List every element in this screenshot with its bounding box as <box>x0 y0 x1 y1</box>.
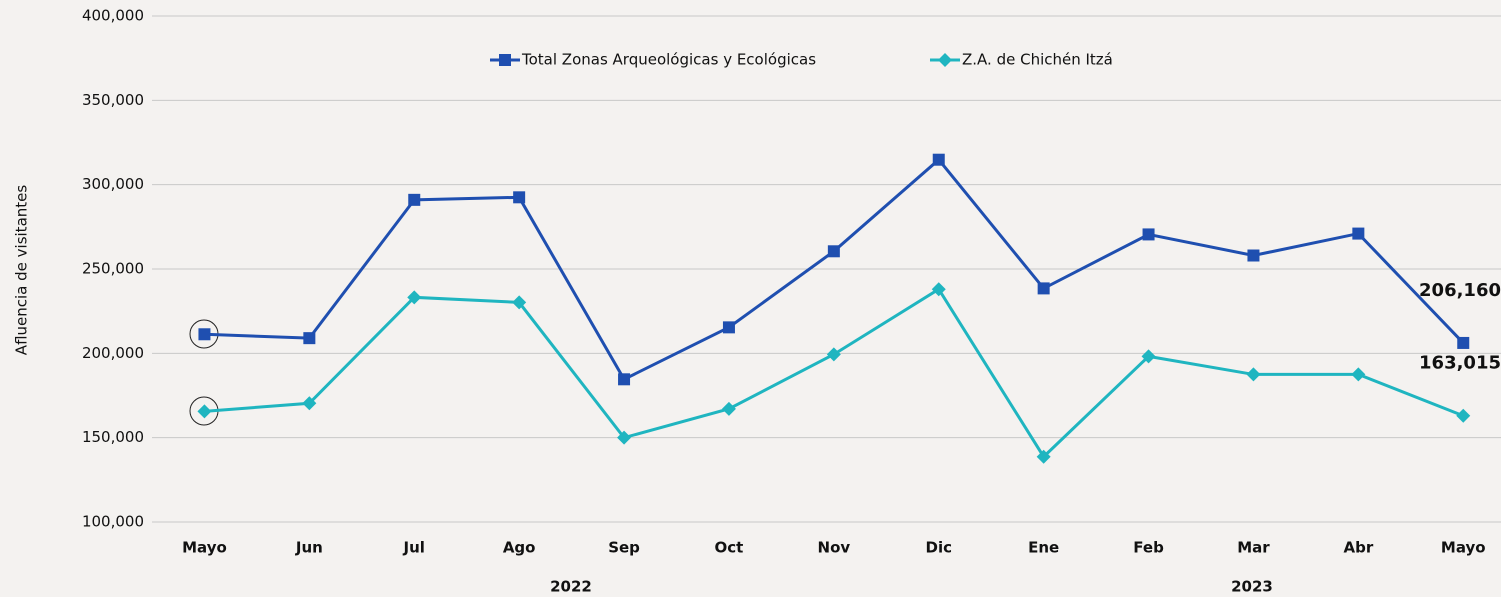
marker <box>1141 349 1156 364</box>
x-tick-label: Feb <box>1133 539 1164 557</box>
y-tick-label: 400,000 <box>82 7 144 25</box>
x-tick-label: Abr <box>1343 539 1373 557</box>
marker <box>407 290 422 305</box>
x-tick-label: Mayo <box>1441 539 1486 557</box>
y-tick-label: 100,000 <box>82 513 144 531</box>
marker <box>512 295 527 310</box>
marker <box>1142 228 1155 241</box>
x-tick-label: Ago <box>503 539 536 557</box>
series-line <box>204 157 1465 382</box>
marker <box>1037 282 1050 295</box>
data-label: 206,160 <box>1419 280 1501 301</box>
marker <box>302 396 317 411</box>
data-label: 163,015 <box>1419 353 1501 374</box>
marker <box>499 54 511 66</box>
marker <box>931 282 946 297</box>
marker <box>1351 367 1366 382</box>
x-tick-label: Sep <box>608 539 640 557</box>
marker <box>826 347 841 362</box>
marker <box>932 153 945 166</box>
x-tick-label: Mar <box>1237 539 1270 557</box>
year-label: 2022 <box>550 578 592 596</box>
x-tick-label: Mayo <box>182 539 227 557</box>
y-tick-label: 300,000 <box>82 175 144 193</box>
marker <box>513 191 526 204</box>
marker <box>827 245 840 258</box>
marker <box>1352 227 1365 240</box>
marker <box>303 332 316 345</box>
marker <box>1456 408 1471 423</box>
y-axis-label: Afluencia de visitantes <box>13 185 31 356</box>
marker <box>722 321 735 334</box>
marker <box>197 404 212 419</box>
marker <box>1457 336 1470 349</box>
year-label: 2023 <box>1231 578 1273 596</box>
x-tick-label: Jul <box>403 539 425 557</box>
marker <box>1246 367 1261 382</box>
x-tick-label: Nov <box>818 539 851 557</box>
legend-label: Total Zonas Arqueológicas y Ecológicas <box>521 51 816 69</box>
x-tick-label: Jun <box>295 539 323 557</box>
marker <box>938 53 952 67</box>
x-tick-label: Oct <box>715 539 744 557</box>
series-line <box>204 287 1464 460</box>
marker <box>618 373 631 386</box>
y-tick-label: 200,000 <box>82 344 144 362</box>
marker <box>1247 249 1260 262</box>
marker <box>198 328 211 341</box>
x-tick-label: Dic <box>926 539 952 557</box>
marker <box>1036 449 1051 464</box>
marker <box>721 401 736 416</box>
x-tick-label: Ene <box>1028 539 1059 557</box>
y-tick-label: 350,000 <box>82 91 144 109</box>
y-tick-label: 150,000 <box>82 428 144 446</box>
legend-label: Z.A. de Chichén Itzá <box>962 51 1113 69</box>
marker <box>617 430 632 445</box>
marker <box>408 193 421 206</box>
y-tick-label: 250,000 <box>82 260 144 278</box>
